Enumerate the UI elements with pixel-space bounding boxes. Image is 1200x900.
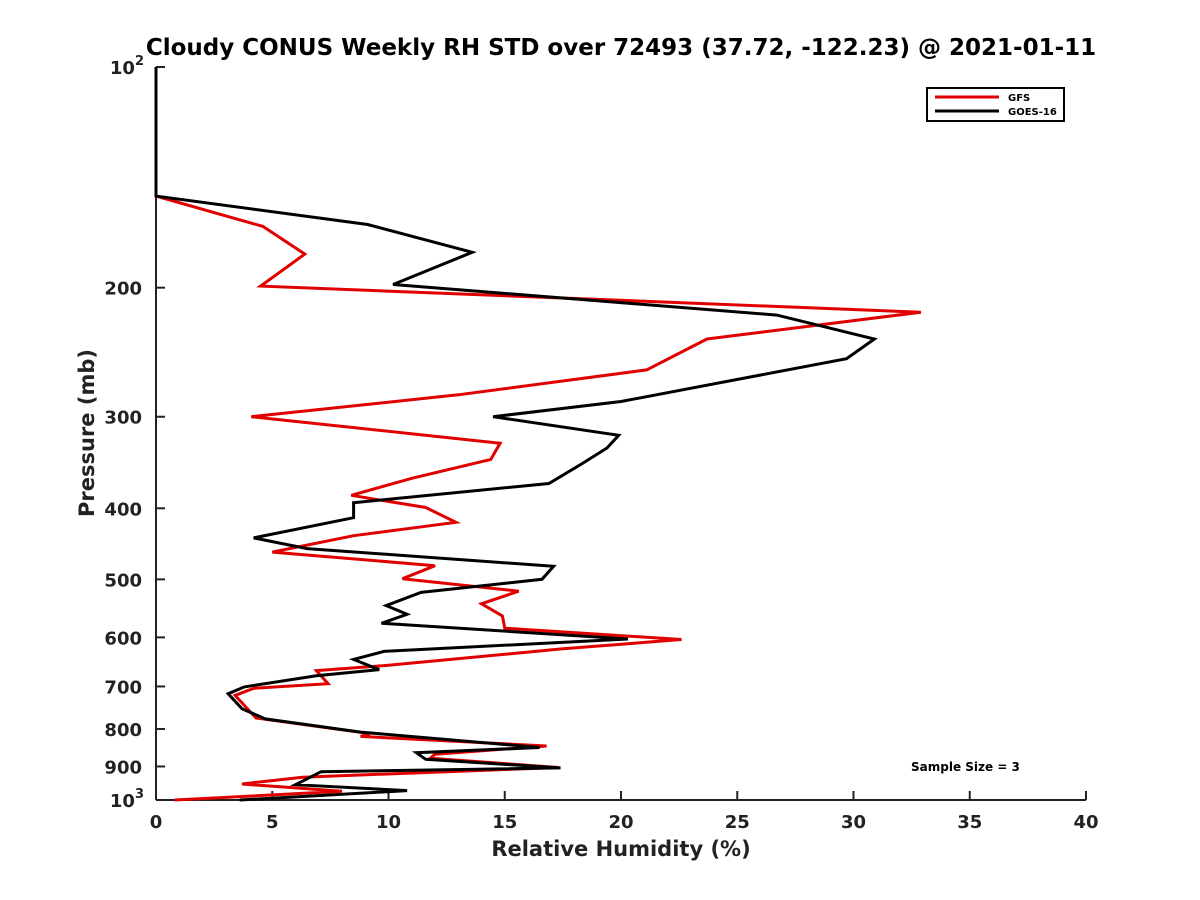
y-tick-label: 103 <box>110 787 144 812</box>
x-tick-label: 10 <box>376 812 401 833</box>
legend-box <box>926 87 1065 122</box>
x-tick-label: 15 <box>492 812 517 833</box>
y-tick-label: 600 <box>104 628 142 649</box>
x-tick-label: 30 <box>841 812 866 833</box>
y-tick-label: 400 <box>104 499 142 520</box>
y-tick-label: 200 <box>104 279 142 300</box>
x-tick-label: 0 <box>150 812 163 833</box>
x-tick-label: 5 <box>266 812 279 833</box>
sample-size-annotation: Sample Size = 3 <box>911 760 1020 774</box>
x-tick-label: 25 <box>725 812 750 833</box>
y-tick-label: 300 <box>104 408 142 429</box>
legend: GFS GOES-16 <box>926 87 1065 122</box>
y-tick-label: 700 <box>104 677 142 698</box>
x-axis-label: Relative Humidity (%) <box>491 837 750 861</box>
chart-title: Cloudy CONUS Weekly RH STD over 72493 (3… <box>146 35 1096 61</box>
legend-label: GFS <box>1008 93 1030 104</box>
x-tick-label: 40 <box>1073 812 1098 833</box>
y-tick-label: 900 <box>104 757 142 778</box>
x-tick-label: 35 <box>957 812 982 833</box>
y-tick-label: 500 <box>104 570 142 591</box>
y-tick-label: 800 <box>104 720 142 741</box>
y-tick-label: 102 <box>110 54 144 79</box>
y-axis-label: Pressure (mb) <box>75 349 99 517</box>
series-line-goes-16 <box>154 67 878 802</box>
legend-label: GOES-16 <box>1008 107 1057 118</box>
x-tick-label: 20 <box>608 812 633 833</box>
series-line-gfs <box>154 67 922 802</box>
